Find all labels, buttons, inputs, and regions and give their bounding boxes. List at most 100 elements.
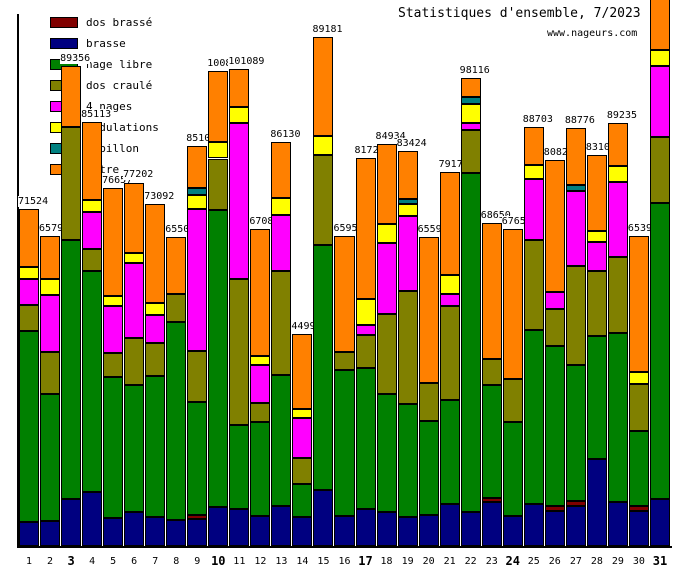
bar-day-29[interactable]	[607, 123, 628, 546]
bar-segment-papillon	[460, 97, 481, 105]
bar-segment-autre	[586, 155, 607, 231]
bar-value-label: 77202	[123, 169, 154, 181]
bar-segment-brasse	[145, 517, 166, 546]
bar-day-22[interactable]	[460, 78, 481, 546]
bar-day-25[interactable]	[523, 127, 544, 546]
bar-day-11[interactable]	[229, 69, 250, 546]
bar-segment---nages	[19, 279, 40, 305]
bar-segment-ondulations	[145, 303, 166, 315]
bar-segment-dos-craul-	[187, 350, 208, 403]
bar-day-2[interactable]	[40, 236, 61, 546]
bar-segment-autre	[19, 209, 40, 268]
bar-segment---nages	[250, 365, 271, 403]
bar-value-label: 71524	[18, 196, 49, 208]
bar-segment-autre	[61, 66, 82, 128]
bar-segment-nage-libre	[544, 346, 565, 507]
bar-day-14[interactable]	[292, 334, 313, 546]
bar-segment---nages	[124, 262, 145, 338]
bar-segment-dos-brass-	[544, 506, 565, 512]
x-axis-tick-21: 21	[443, 556, 456, 567]
bar-segment-dos-craul-	[544, 308, 565, 347]
bar-value-label: 85113	[81, 109, 112, 121]
bar-segment-brasse	[628, 510, 649, 546]
bar-segment-autre	[166, 237, 187, 294]
bar-segment---nages	[187, 209, 208, 351]
bar-day-31[interactable]	[649, 0, 670, 546]
bar-value-label: 67083	[249, 215, 280, 227]
bar-day-19[interactable]	[397, 151, 418, 546]
bar-day-6[interactable]	[124, 182, 145, 546]
legend-swatch-dos_brasse	[50, 17, 78, 28]
bar-day-13[interactable]	[271, 141, 292, 546]
bar-day-28[interactable]	[586, 155, 607, 546]
bar-day-4[interactable]	[82, 122, 103, 546]
bar-segment-nage-libre	[439, 400, 460, 504]
bar-segment-dos-craul-	[145, 343, 166, 377]
bar-day-16[interactable]	[334, 236, 355, 546]
bar-segment-nage-libre	[355, 367, 376, 509]
bar-segment-autre	[292, 334, 313, 410]
bar-segment-nage-libre	[586, 336, 607, 459]
bar-day-8[interactable]	[166, 237, 187, 546]
bar-segment-nage-libre	[145, 376, 166, 518]
bar-segment-autre	[145, 204, 166, 304]
bar-segment-brasse	[334, 516, 355, 546]
bar-segment-dos-craul-	[355, 334, 376, 368]
bar-day-26[interactable]	[544, 160, 565, 546]
bar-segment-nage-libre	[397, 404, 418, 518]
x-axis-tick-23: 23	[485, 556, 498, 567]
bar-day-20[interactable]	[418, 237, 439, 546]
bar-segment-dos-craul-	[418, 383, 439, 421]
x-axis-tick-20: 20	[422, 556, 435, 567]
bar-value-label: 73092	[144, 191, 175, 203]
bar-day-17[interactable]	[355, 158, 376, 546]
bar-segment-autre	[124, 182, 145, 254]
bar-segment-dos-craul-	[460, 130, 481, 173]
bar-segment-autre	[502, 228, 523, 380]
legend-swatch-brasse	[50, 38, 78, 49]
bar-value-label: 8172	[354, 145, 379, 156]
bar-day-9[interactable]	[187, 145, 208, 546]
bar-day-15[interactable]	[313, 37, 334, 546]
bar-day-24[interactable]	[502, 228, 523, 546]
bar-segment-brasse	[418, 514, 439, 546]
bar-segment-ondulations	[397, 204, 418, 216]
bar-day-27[interactable]	[565, 128, 586, 546]
bar-day-30[interactable]	[628, 235, 649, 546]
bar-day-5[interactable]	[103, 188, 124, 546]
bar-segment-ondulations	[229, 106, 250, 124]
bar-segment-autre	[271, 141, 292, 199]
bar-day-18[interactable]	[376, 144, 397, 546]
bar-segment-brasse	[40, 521, 61, 546]
x-axis-tick-28: 28	[590, 556, 603, 567]
bar-day-21[interactable]	[439, 171, 460, 546]
bar-segment-brasse	[292, 516, 313, 546]
bar-value-label: 101089	[228, 56, 265, 67]
bar-day-1[interactable]	[19, 209, 40, 546]
bar-segment-dos-craul-	[334, 351, 355, 371]
bar-value-label: 85105	[186, 132, 217, 144]
bar-day-10[interactable]	[208, 71, 229, 546]
bar-day-7[interactable]	[145, 204, 166, 546]
bar-segment-ondulations	[649, 49, 670, 67]
bar-segment-autre	[607, 123, 628, 166]
bar-segment-dos-craul-	[397, 291, 418, 405]
bar-segment-ondulations	[208, 142, 229, 159]
bar-value-label: 65792	[39, 223, 70, 235]
bar-segment---nages	[82, 211, 103, 250]
legend-label-ondulations: ondulations	[86, 121, 159, 134]
bar-day-12[interactable]	[250, 228, 271, 546]
x-axis-tick-2: 2	[47, 556, 54, 567]
bar-value-label: 84934	[375, 131, 406, 143]
bar-segment---nages	[355, 325, 376, 335]
bar-segment-ondulations	[376, 224, 397, 244]
bar-segment-brasse	[397, 517, 418, 546]
bar-segment-ondulations	[40, 278, 61, 296]
bar-segment-autre	[418, 237, 439, 384]
bar-segment-nage-libre	[103, 376, 124, 518]
bar-day-23[interactable]	[481, 222, 502, 546]
bar-segment-nage-libre	[40, 393, 61, 522]
bar-segment-ondulations	[103, 296, 124, 306]
bar-value-label: 67650	[501, 215, 532, 227]
bar-day-3[interactable]	[61, 66, 82, 546]
